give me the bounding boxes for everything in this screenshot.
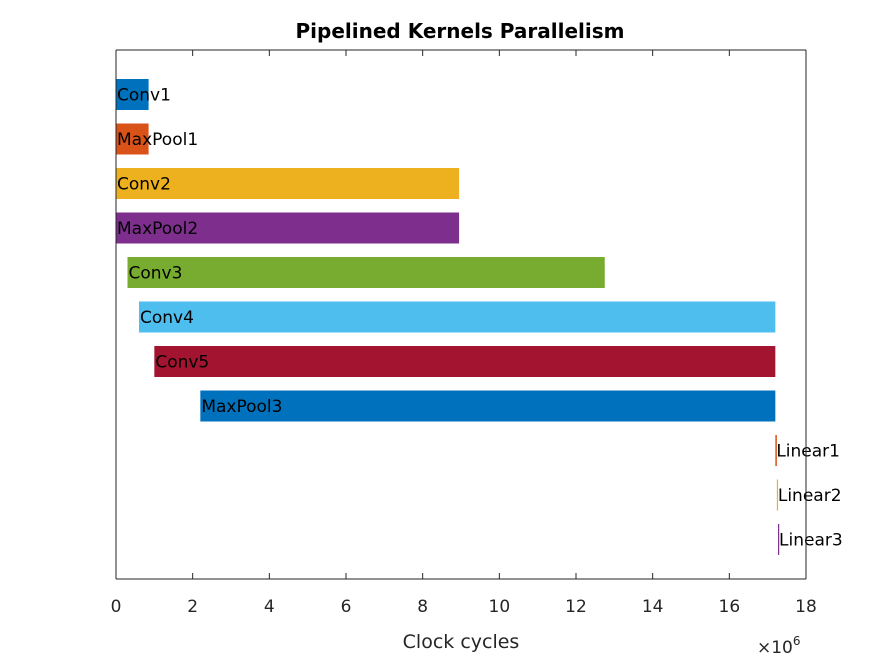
bar-label-maxpool2: MaxPool2	[117, 219, 198, 239]
x-axis-label: Clock cycles	[403, 631, 520, 653]
x-exponent-base: ×10	[757, 638, 793, 658]
x-exponent-power: 6	[793, 634, 801, 648]
bar-linear1	[775, 435, 777, 466]
bar-conv2	[116, 168, 460, 199]
x-tick-label-4: 4	[264, 597, 275, 617]
bar-maxpool1	[116, 123, 149, 155]
x-tick-label-18: 18	[795, 597, 817, 617]
x-tick-label-12: 12	[565, 597, 587, 617]
x-tick-label-16: 16	[719, 597, 741, 617]
bar-label-maxpool3: MaxPool3	[201, 397, 282, 417]
bar-conv5	[154, 346, 776, 377]
bar-maxpool3	[200, 390, 776, 422]
chart-title: Pipelined Kernels Parallelism	[296, 19, 625, 43]
bar-label-conv2: Conv2	[117, 175, 171, 195]
bar-label-linear2: Linear2	[778, 486, 842, 506]
x-tick-label-6: 6	[341, 597, 352, 617]
bars-group: Conv1 MaxPool1 Conv2 MaxPool2 Conv3 Conv4 Conv…	[116, 79, 843, 555]
x-tick-label-14: 14	[642, 597, 664, 617]
bar-label-linear1: Linear1	[776, 442, 840, 462]
x-tick-label-2: 2	[187, 597, 198, 617]
bar-linear2	[776, 479, 779, 511]
bar-label-conv5: Conv5	[155, 353, 209, 373]
axes-group: 0 2 4 6 8 10 12 14 16 18	[111, 49, 817, 617]
bar-label-conv3: Conv3	[129, 264, 183, 284]
bar-maxpool2	[116, 212, 460, 244]
bar-label-maxpool1: MaxPool1	[117, 130, 198, 150]
x-tick-label-0: 0	[111, 597, 122, 617]
bar-label-linear3: Linear3	[779, 531, 843, 551]
x-tick-label-8: 8	[417, 597, 428, 617]
bar-label-conv1: Conv1	[117, 86, 171, 106]
bar-conv3	[127, 257, 605, 288]
x-tick-label-10: 10	[489, 597, 511, 617]
bar-conv4	[139, 301, 776, 333]
bar-label-conv4: Conv4	[140, 308, 194, 328]
bar-linear3	[778, 524, 780, 555]
bar-conv1	[116, 79, 149, 110]
x-exponent: ×106	[757, 634, 801, 658]
